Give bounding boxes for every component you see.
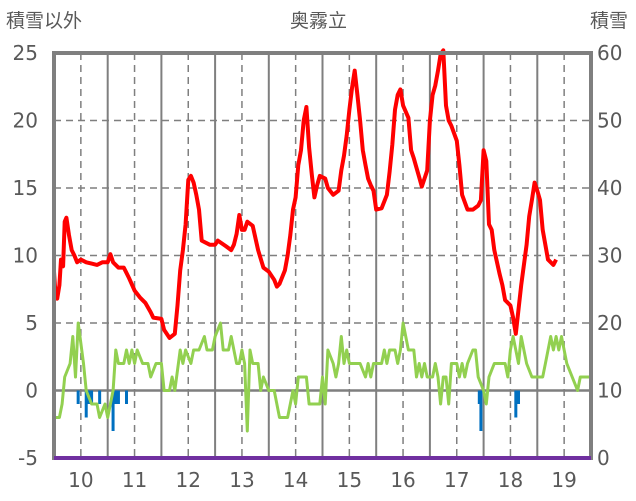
- bar-blue: [479, 390, 483, 431]
- series-line-green: [54, 321, 591, 433]
- bar-blue: [116, 390, 120, 404]
- y-tick-left: 20: [13, 109, 38, 133]
- x-tick: 11: [122, 468, 147, 492]
- y-tick-right: 30: [597, 244, 622, 268]
- right-axis-title: 積雪: [590, 10, 629, 32]
- y-tick-left: -5: [18, 446, 38, 470]
- y-tick-right: 40: [597, 176, 622, 200]
- y-tick-left: 0: [25, 379, 38, 403]
- left-axis-title: 積雪以外: [6, 10, 83, 32]
- y-tick-right: 50: [597, 109, 622, 133]
- x-tick: 15: [337, 468, 362, 492]
- series-line-red: [52, 48, 558, 340]
- bar-blue: [124, 390, 128, 404]
- bar-blue: [477, 390, 481, 404]
- bar-blue: [90, 390, 94, 404]
- y-tick-right: 60: [597, 41, 622, 65]
- y-tick-left: 10: [13, 244, 38, 268]
- bar-blue: [84, 390, 88, 418]
- x-tick: 13: [229, 468, 254, 492]
- bar-blue: [114, 390, 118, 404]
- chart-title: 奥霧立: [290, 10, 348, 32]
- y-tick-left: 5: [25, 311, 38, 335]
- x-tick: 16: [390, 468, 415, 492]
- bar-blue: [517, 390, 521, 404]
- bar-blue: [111, 390, 115, 431]
- x-tick: 18: [498, 468, 523, 492]
- bar-blue: [98, 390, 102, 404]
- y-tick-right: 10: [597, 379, 622, 403]
- x-tick: 12: [176, 468, 201, 492]
- y-tick-right: 20: [597, 311, 622, 335]
- y-tick-right: 0: [597, 446, 610, 470]
- x-tick: 17: [444, 468, 469, 492]
- x-tick: 19: [551, 468, 576, 492]
- bar-blue: [76, 390, 80, 404]
- x-tick: 10: [68, 468, 93, 492]
- y-tick-left: 25: [13, 41, 38, 65]
- y-tick-left: 15: [13, 176, 38, 200]
- bar-blue: [514, 390, 518, 418]
- x-tick: 14: [283, 468, 308, 492]
